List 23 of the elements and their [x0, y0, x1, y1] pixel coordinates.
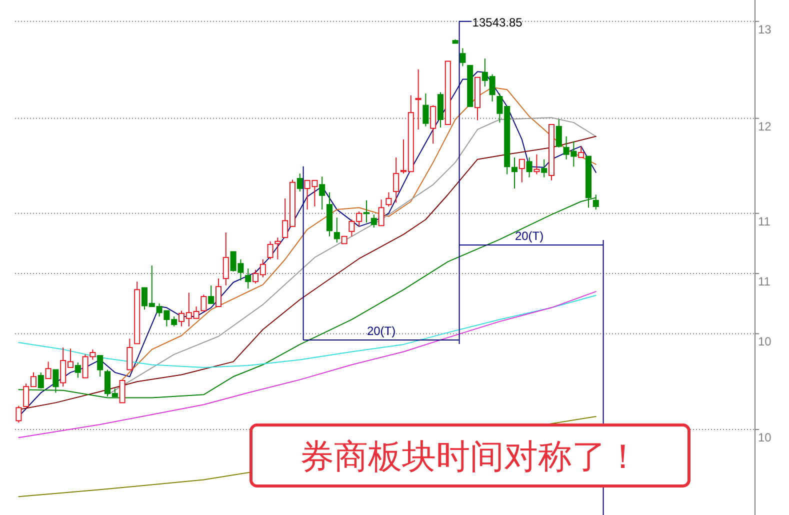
candlestick [245, 268, 252, 289]
candlestick [319, 176, 326, 210]
text: 13 [758, 22, 772, 36]
candlestick [363, 200, 370, 224]
candlestick [326, 192, 333, 237]
candlestick [334, 217, 340, 244]
candlestick [534, 154, 540, 175]
candlestick [222, 232, 229, 286]
candlestick [415, 68, 422, 130]
peak-label: 13543.85 [458, 15, 522, 38]
candlestick [393, 156, 400, 204]
text: 11 [758, 214, 771, 228]
text: 11 [758, 274, 771, 289]
candlestick [511, 156, 518, 189]
text: 12 [758, 119, 772, 134]
text: 10 [758, 430, 772, 445]
candlestick [274, 237, 281, 260]
annotation: 20(T) [366, 324, 396, 338]
candlestick [541, 158, 548, 178]
banner: 券商板块时间对称了！ [250, 424, 690, 488]
annotation: 20(T) [514, 229, 544, 243]
text: 10 [758, 334, 772, 349]
bracket: 20(T) [302, 36, 460, 344]
